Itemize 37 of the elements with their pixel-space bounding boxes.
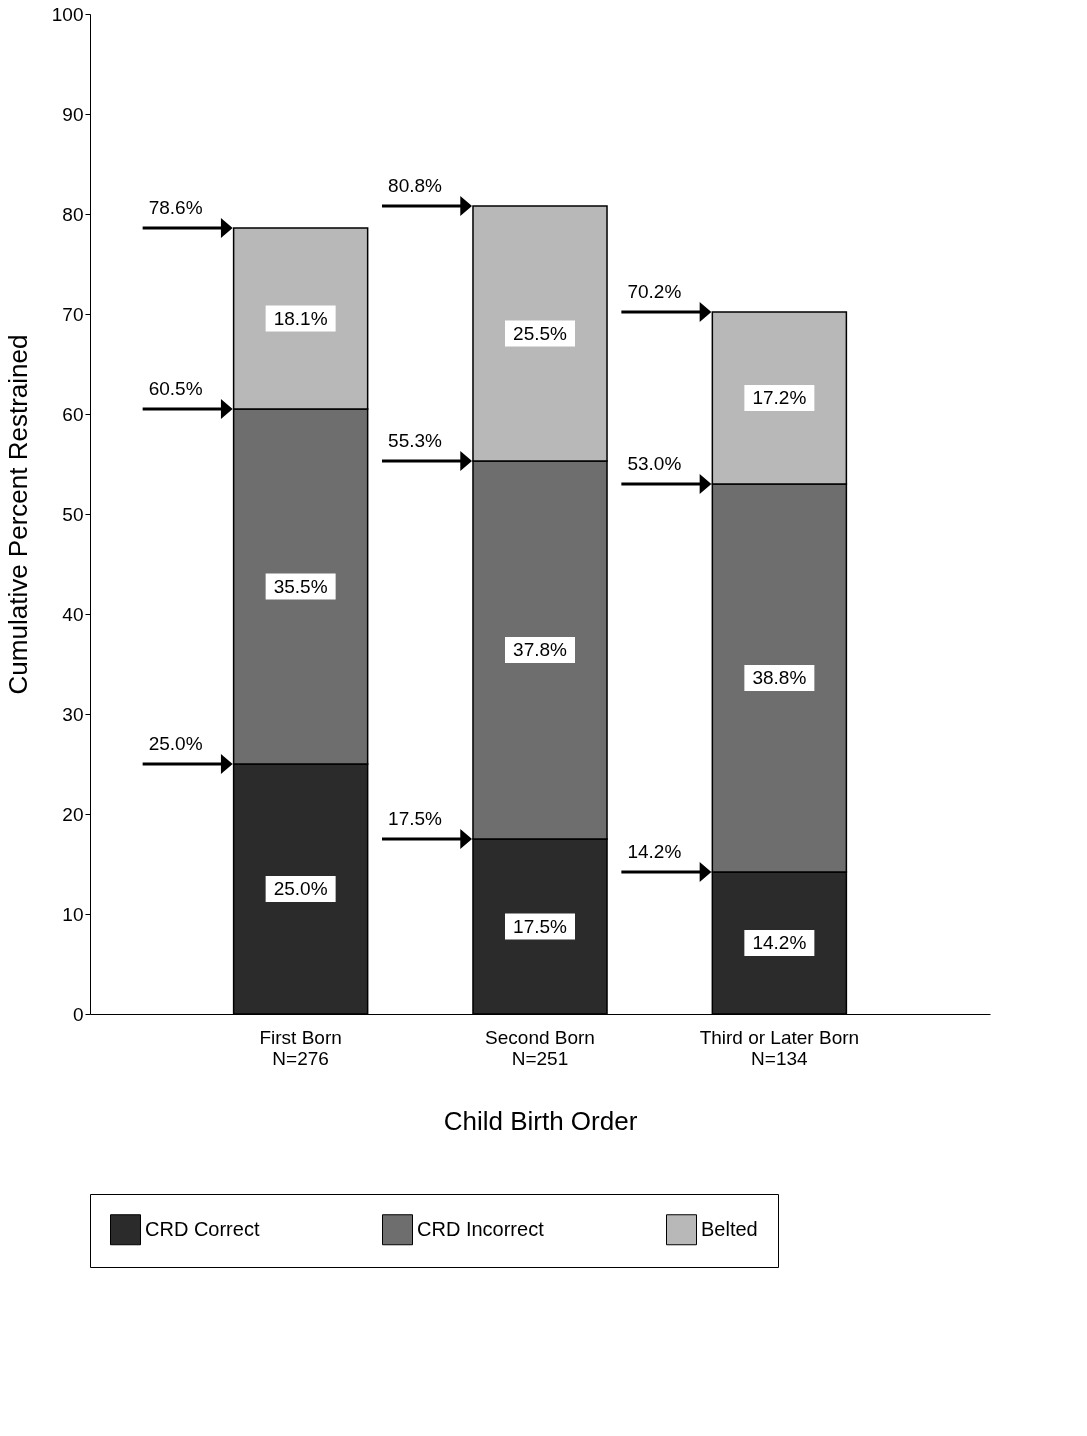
data-label: 17.5% — [513, 915, 568, 937]
x-tick-label: Third or Later Born N=134 — [699, 1026, 860, 1069]
x-tick-label: Second Born N=251 — [485, 1026, 595, 1069]
y-tick-label: 10 — [62, 903, 84, 925]
annotation: 70.2% — [627, 281, 682, 302]
y-tick-label: 90 — [62, 103, 84, 125]
y-tick-label: 30 — [62, 703, 84, 725]
x-axis-title: Child Birth Order — [443, 1105, 638, 1136]
y-tick-label: 40 — [62, 603, 84, 625]
y-tick-label: 70 — [62, 303, 84, 325]
data-label: 35.5% — [273, 575, 328, 597]
annotation: 53.0% — [627, 453, 682, 474]
y-tick-label: 80 — [62, 203, 84, 225]
legend-label: CRD Incorrect — [417, 1217, 545, 1240]
data-label: 37.8% — [513, 639, 568, 660]
annotation: 14.2% — [627, 841, 682, 862]
data-label: 18.1% — [273, 307, 328, 329]
annotation: 25.0% — [148, 733, 203, 754]
annotation: 17.5% — [388, 808, 443, 829]
x-tick-label: First Born N=276 — [259, 1026, 342, 1069]
annotation: 60.5% — [148, 378, 203, 399]
annotation: 80.8% — [388, 175, 443, 196]
data-label: 25.5% — [513, 322, 568, 344]
data-label: 38.8% — [752, 667, 807, 688]
y-axis-title: Cumulative Percent Restrained — [2, 334, 33, 695]
data-label: 17.2% — [752, 387, 807, 408]
y-tick-label: 50 — [62, 503, 84, 525]
annotation: 55.3% — [388, 430, 443, 451]
legend-label: CRD Correct — [145, 1217, 260, 1240]
legend-label: Belted — [701, 1217, 758, 1240]
y-tick-label: 100 — [51, 3, 84, 25]
y-tick-label: 20 — [62, 803, 84, 825]
y-tick-label: 60 — [62, 403, 84, 425]
data-label: 14.2% — [752, 932, 807, 953]
annotation: 78.6% — [148, 197, 203, 218]
y-tick-label: 0 — [72, 1003, 84, 1025]
data-label: 25.0% — [273, 878, 328, 899]
